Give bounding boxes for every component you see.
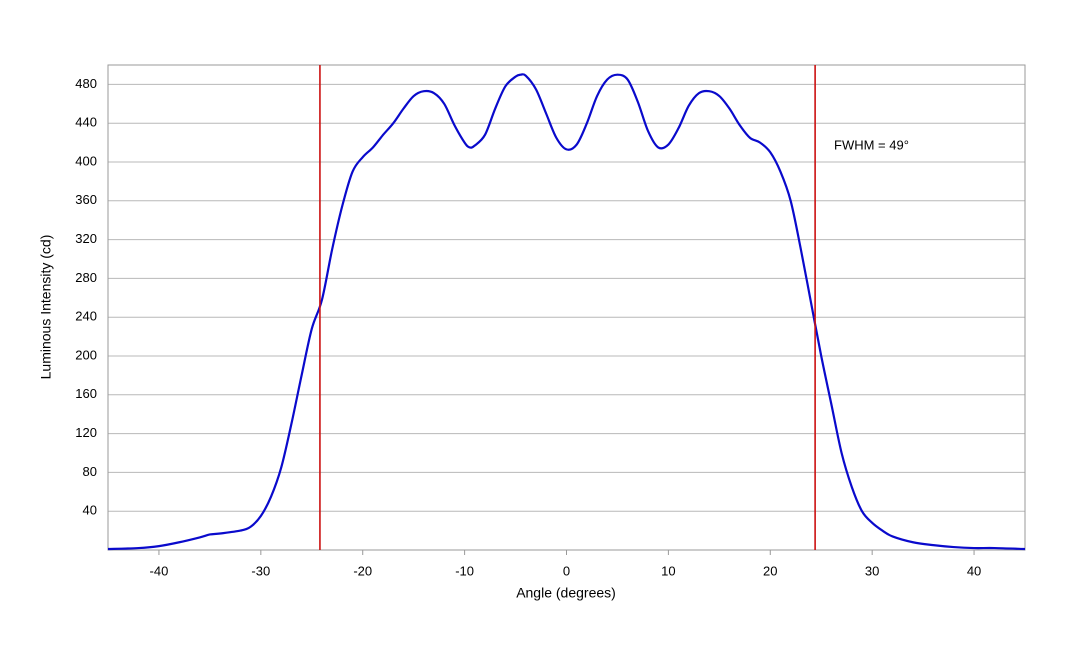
y-tick-label: 40 bbox=[83, 503, 97, 518]
y-tick-label: 320 bbox=[75, 231, 97, 246]
y-tick-label: 200 bbox=[75, 347, 97, 362]
plot-border bbox=[107, 64, 1026, 551]
x-tick-label: 30 bbox=[865, 563, 879, 578]
x-axis-title: Angle (degrees) bbox=[516, 585, 616, 601]
x-tick-label: 40 bbox=[967, 563, 981, 578]
y-tick-label: 440 bbox=[75, 115, 97, 130]
y-tick-label: 400 bbox=[75, 153, 97, 168]
y-tick-label: 280 bbox=[75, 270, 97, 285]
y-tick-label: 160 bbox=[75, 386, 97, 401]
x-tick-label: 20 bbox=[763, 563, 777, 578]
x-tick-label: -10 bbox=[455, 563, 474, 578]
data-line bbox=[107, 73, 1026, 551]
x-tick-label: -40 bbox=[150, 563, 169, 578]
y-tick-label: 80 bbox=[83, 464, 97, 479]
y-tick-label: 240 bbox=[75, 309, 97, 324]
x-tick-label: -20 bbox=[353, 563, 372, 578]
x-tick-label: 10 bbox=[661, 563, 675, 578]
x-tick-label: -30 bbox=[251, 563, 270, 578]
y-tick-label: 120 bbox=[75, 425, 97, 440]
annotation: FWHM = 49° bbox=[834, 137, 909, 152]
y-tick-label: 360 bbox=[75, 192, 97, 207]
y-tick-label: 480 bbox=[75, 76, 97, 91]
x-tick-label: 0 bbox=[563, 563, 570, 578]
y-axis-title: Luminous Intensity (cd) bbox=[38, 235, 54, 380]
